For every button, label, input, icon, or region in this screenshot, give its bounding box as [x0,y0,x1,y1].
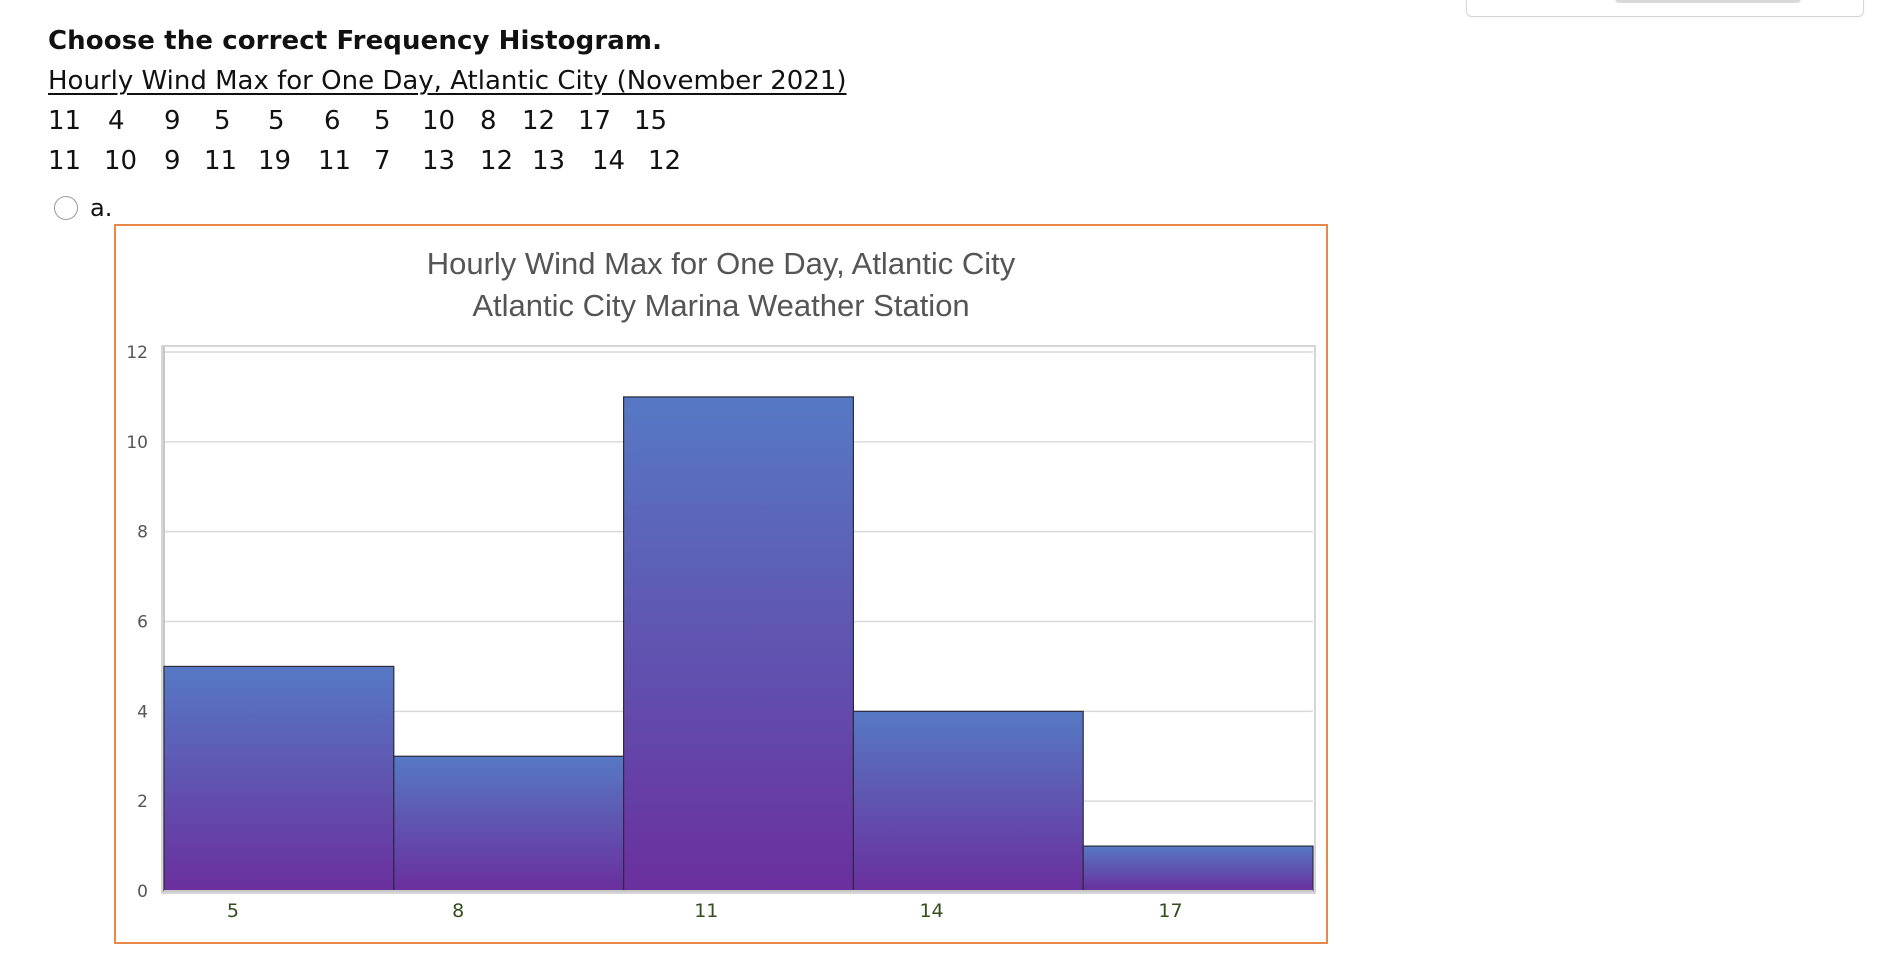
data-value: 8 [480,106,497,136]
option-a-label: a. [90,194,113,222]
y-tick-label: 6 [137,613,148,633]
panel-handle[interactable] [1615,0,1801,3]
y-tick-label: 0 [137,882,148,902]
chart-plot: 0 2 4 6 8 10 12 5 8 11 14 17 [126,343,1316,922]
x-tick-label: 5 [227,900,239,922]
data-value: 10 [422,106,456,136]
data-value: 11 [204,146,238,176]
y-tick-label: 2 [137,792,148,812]
data-value: 12 [522,106,556,136]
data-value: 5 [214,106,231,136]
data-value: 9 [164,146,181,176]
x-tick-label: 8 [452,900,464,922]
chart-title: Hourly Wind Max for One Day, Atlantic Ci… [426,246,1016,281]
data-value: 12 [648,146,682,176]
histogram-bar [393,755,625,892]
y-tick-label: 4 [137,702,148,722]
histogram-chart: Hourly Wind Max for One Day, Atlantic Ci… [114,224,1328,944]
histogram-bar [1082,845,1314,892]
x-tick-label: 17 [1158,900,1182,922]
dataset-title: Hourly Wind Max for One Day, Atlantic Ci… [48,66,847,96]
question-prompt: Choose the correct Frequency Histogram. [48,26,663,56]
data-value: 9 [164,106,181,136]
data-value: 5 [374,106,391,136]
data-value: 11 [318,146,352,176]
y-tick-label: 8 [137,523,148,543]
histogram-bar [163,665,395,892]
option-a-radio[interactable] [54,196,78,220]
plot-border [161,345,1316,894]
data-value: 4 [108,106,125,136]
x-tick-label: 14 [919,900,943,922]
data-value: 11 [48,146,82,176]
data-value: 10 [104,146,138,176]
histogram-bar [852,710,1084,892]
data-value: 5 [268,106,285,136]
data-value: 15 [634,106,668,136]
y-tick-label: 10 [126,433,148,453]
data-value: 13 [422,146,456,176]
y-tick-label: 12 [126,343,148,363]
data-value: 11 [48,106,82,136]
chart-subtitle: Atlantic City Marina Weather Station [472,288,970,323]
data-value: 7 [374,146,391,176]
histogram-bar [623,396,855,892]
data-value: 14 [592,146,626,176]
option-a[interactable]: a. [54,194,112,222]
data-value: 19 [258,146,292,176]
data-value: 6 [324,106,341,136]
data-value: 12 [480,146,514,176]
top-right-panel [1466,0,1864,17]
data-value: 13 [532,146,566,176]
data-value: 17 [578,106,612,136]
x-tick-label: 11 [694,900,718,922]
